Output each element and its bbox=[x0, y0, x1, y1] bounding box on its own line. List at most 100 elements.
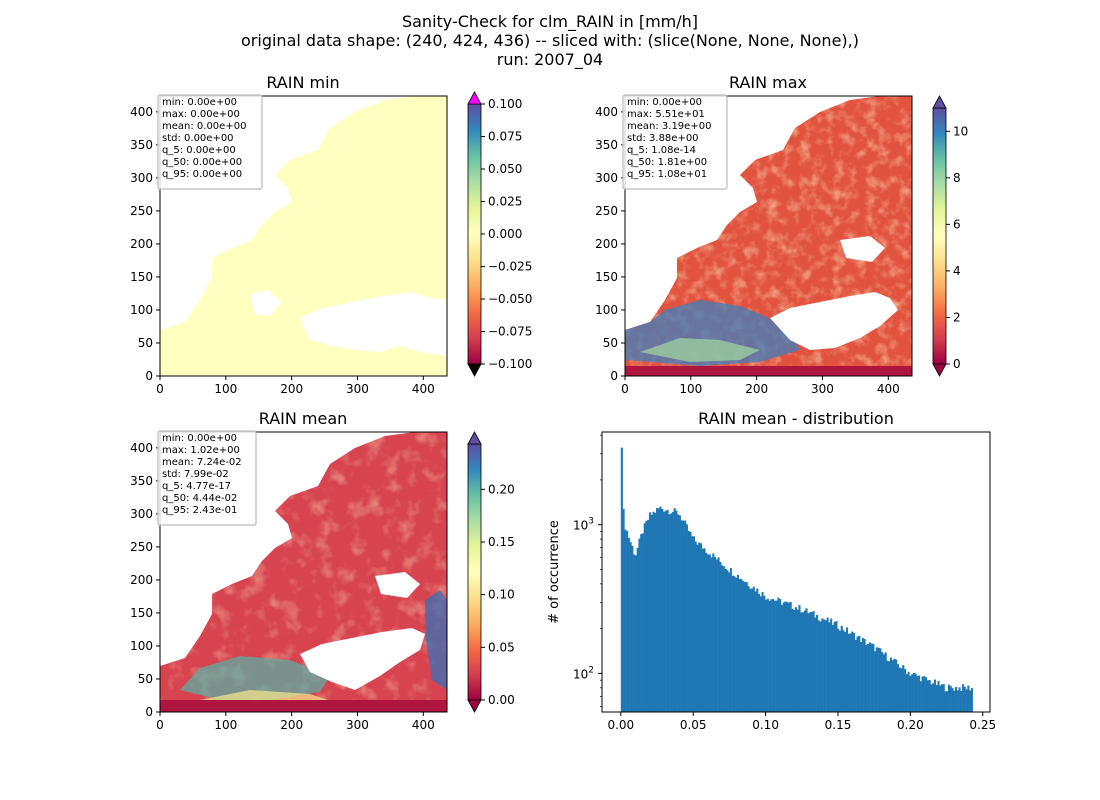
rain-min-ytick-label: 250 bbox=[130, 204, 153, 218]
histogram-bar bbox=[654, 512, 657, 712]
histogram-bar bbox=[845, 627, 849, 712]
histogram-bar bbox=[838, 630, 841, 712]
histogram-bar bbox=[951, 688, 954, 712]
rain-mean-stat-line: max: 1.02e+00 bbox=[162, 445, 240, 456]
histogram-bar bbox=[687, 530, 690, 712]
rain-mean-colorbar-tick-label: 0.20 bbox=[488, 482, 515, 496]
rain-max-sea-shape bbox=[770, 292, 898, 350]
histogram-bar bbox=[956, 690, 959, 712]
histogram-bar bbox=[666, 509, 669, 712]
histogram-bar bbox=[833, 621, 836, 712]
rain-mean-xtick-label: 0 bbox=[156, 718, 164, 732]
histogram-bar bbox=[925, 677, 928, 712]
rain-max-stat-line: q_95: 1.08e+01 bbox=[627, 169, 707, 180]
rain-max-colorbar-tick-label: 2 bbox=[953, 310, 961, 324]
rain-min-xtick-label: 300 bbox=[346, 382, 369, 396]
histogram-bar bbox=[965, 689, 968, 712]
histogram-bar bbox=[773, 600, 776, 712]
histogram-xtick-label: 0.20 bbox=[897, 718, 924, 732]
histogram-bar bbox=[858, 635, 861, 712]
histogram-bar bbox=[707, 554, 710, 712]
rain-mean-axis: 0 100 200 300 400 0 50 100 150 200 250 300 350 400 bbox=[130, 441, 435, 732]
histogram-bar bbox=[809, 612, 812, 712]
histogram-bar bbox=[698, 542, 701, 712]
rain-min-colorbar-tick-label: 0.025 bbox=[488, 195, 522, 209]
histogram-bar bbox=[930, 684, 933, 712]
rain-mean-panel: RAIN mean 0 100 200 300 400 0 50 100 150 200 250 30… bbox=[130, 409, 515, 732]
rain-mean-colorbar: 0.20 0.15 0.10 0.05 0.00 bbox=[467, 431, 515, 713]
histogram-bar bbox=[840, 625, 843, 712]
histogram-bar bbox=[942, 684, 945, 712]
rain-max-xtick-label: 0 bbox=[621, 382, 629, 396]
histogram-bar bbox=[816, 614, 819, 712]
rain-max-ytick-label: 50 bbox=[603, 336, 618, 350]
histogram-bar bbox=[912, 672, 915, 712]
histogram-bar bbox=[911, 674, 914, 712]
histogram-bar bbox=[671, 511, 674, 712]
rain-mean-colorbar-tick-label: 0.00 bbox=[488, 693, 515, 707]
rain-max-ytick-label: 400 bbox=[595, 105, 618, 119]
histogram-bar bbox=[803, 610, 806, 712]
histogram-bar bbox=[879, 648, 882, 712]
histogram-bar bbox=[868, 642, 871, 712]
histogram-bar bbox=[752, 586, 755, 712]
figure-title-line-1: Sanity-Check for clm_RAIN in [mm/h] bbox=[401, 12, 699, 31]
histogram-bar bbox=[685, 524, 688, 712]
histogram-bar bbox=[805, 608, 808, 712]
rain-min-ytick-label: 400 bbox=[130, 105, 153, 119]
figure-title-line-2: original data shape: (240, 424, 436) -- … bbox=[241, 31, 859, 50]
histogram-bar bbox=[895, 659, 898, 712]
rain-min-xtick-label: 100 bbox=[214, 382, 237, 396]
rain-min-stat-line: q_50: 0.00e+00 bbox=[162, 157, 242, 168]
histogram-bar bbox=[627, 537, 630, 712]
histogram-bar bbox=[939, 685, 942, 712]
rain-min-panel: RAIN min 0 100 200 300 400 0 50 100 150 200 250 300… bbox=[130, 73, 532, 396]
histogram-bar bbox=[648, 512, 652, 712]
histogram-bar bbox=[874, 651, 877, 712]
histogram-bar bbox=[677, 514, 680, 712]
rain-min-colorbar-gradient bbox=[467, 103, 482, 365]
histogram-xtick-label: 0.10 bbox=[752, 718, 779, 732]
histogram-bar bbox=[812, 611, 815, 712]
rain-max-south-band-2 bbox=[640, 338, 760, 362]
rain-min-colorbar-tick-label: 0.050 bbox=[488, 162, 522, 176]
histogram-bar bbox=[923, 676, 926, 712]
rain-min-title: RAIN min bbox=[266, 73, 339, 92]
rain-min-sea-shape bbox=[300, 292, 447, 356]
rain-min-axis: 0 100 200 300 400 0 50 100 150 200 250 300 350 400 bbox=[130, 105, 435, 396]
histogram-bar bbox=[740, 579, 743, 712]
rain-mean-stat-line: q_95: 2.43e-01 bbox=[162, 505, 237, 516]
histogram-bar bbox=[928, 679, 931, 712]
rain-max-colorbar-gradient bbox=[932, 107, 947, 365]
rain-mean-south-band bbox=[180, 656, 330, 700]
histogram-bar bbox=[633, 554, 636, 712]
rain-mean-colorbar-tick-label: 0.05 bbox=[488, 640, 515, 654]
histogram-bar bbox=[870, 643, 873, 712]
rain-max-ytick-label: 100 bbox=[595, 303, 618, 317]
histogram-bar bbox=[844, 632, 847, 712]
rain-min-stat-line: max: 0.00e+00 bbox=[162, 109, 240, 120]
histogram-bar bbox=[789, 601, 792, 712]
rain-mean-ytick-label: 50 bbox=[138, 672, 153, 686]
histogram-bar bbox=[861, 637, 864, 712]
histogram-bar bbox=[896, 664, 900, 712]
histogram-bar bbox=[881, 652, 884, 712]
histogram-bar bbox=[782, 602, 785, 712]
histogram-bar bbox=[696, 544, 699, 712]
histogram-bar bbox=[819, 621, 822, 712]
histogram-bar bbox=[779, 599, 782, 712]
histogram-bar bbox=[898, 667, 901, 712]
rain-max-sea-shape-2 bbox=[840, 236, 885, 262]
rain-max-xtick-label: 400 bbox=[877, 382, 900, 396]
histogram-bar bbox=[772, 599, 775, 712]
histogram-bar bbox=[636, 547, 639, 712]
histogram-bar bbox=[955, 686, 958, 712]
histogram-bar bbox=[759, 596, 762, 712]
rain-max-colorbar-tick-label: 8 bbox=[953, 171, 961, 185]
rain-min-ytick-label: 150 bbox=[130, 270, 153, 284]
histogram-bar bbox=[626, 530, 629, 712]
histogram-bar bbox=[953, 690, 956, 712]
rain-max-ytick-label: 0 bbox=[610, 369, 618, 383]
histogram-bar bbox=[717, 557, 720, 712]
